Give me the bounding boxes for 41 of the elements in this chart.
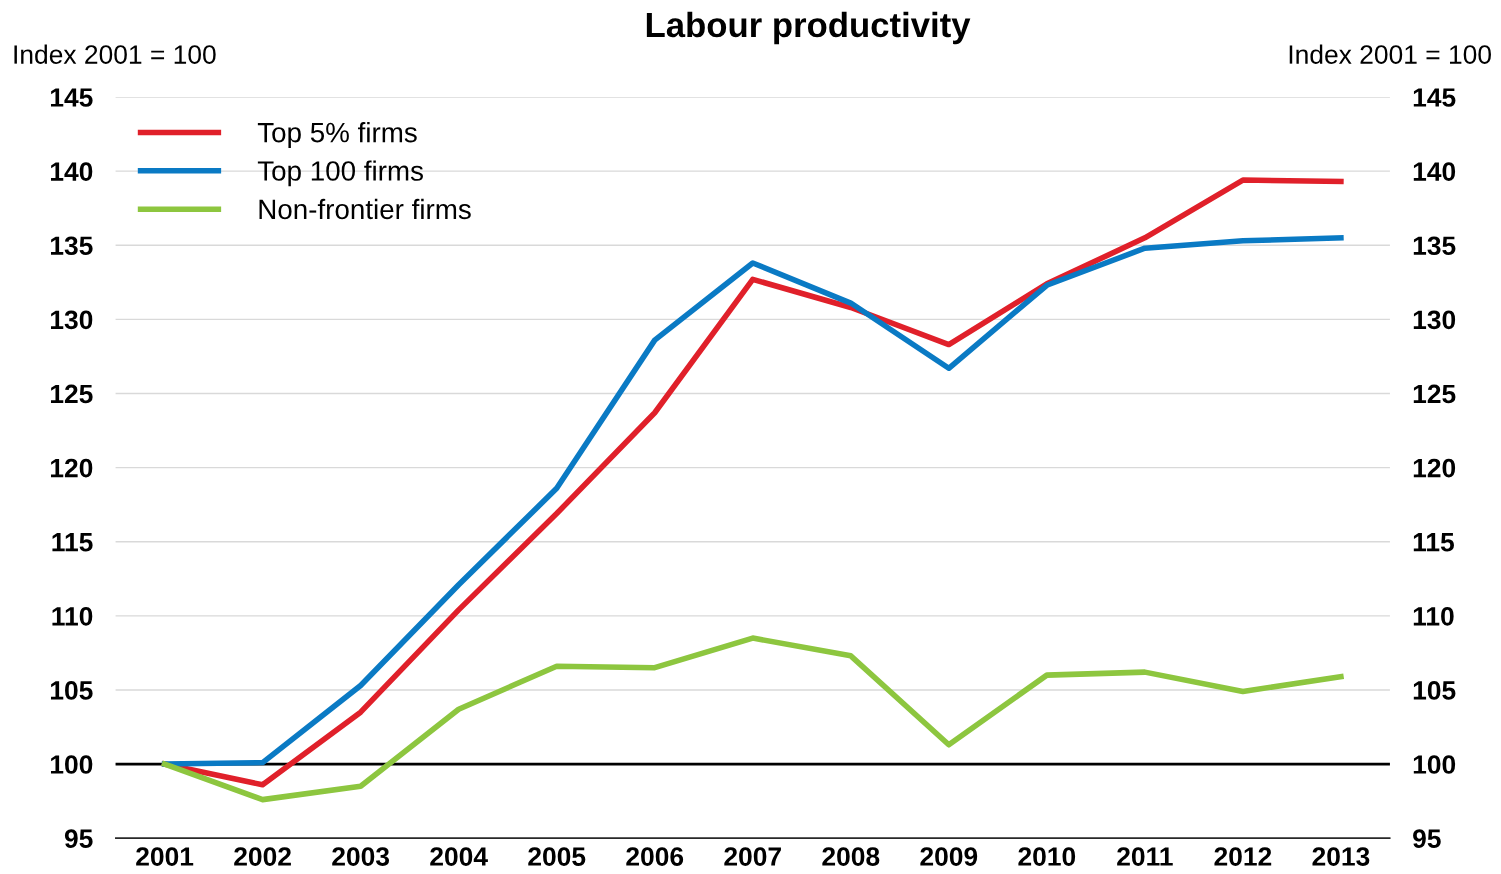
y2-tick-label: 110 <box>1413 606 1454 626</box>
x-tick-label: 2004 <box>430 847 488 866</box>
x-tick-label: 2008 <box>822 847 880 866</box>
legend-label: Top 100 firms <box>257 160 423 187</box>
y2-tick-label: 145 <box>1413 88 1456 107</box>
y-tick-label: 125 <box>50 384 93 404</box>
x-tick-label: 2011 <box>1117 847 1173 866</box>
y-tick-label: 145 <box>50 88 93 107</box>
x-tick-label: 2007 <box>724 847 781 866</box>
y2-tick-label: 120 <box>1413 458 1456 478</box>
y-tick-label: 120 <box>50 458 93 478</box>
y-tick-label: 95 <box>64 829 93 848</box>
x-tick-label: 2006 <box>626 847 684 866</box>
y-axis-title: Index 2001 = 100 <box>14 44 216 64</box>
legend-label: Non-frontier firms <box>259 198 471 220</box>
y2-tick-label: 140 <box>1413 162 1456 181</box>
x-tick-label: 2013 <box>1312 847 1370 866</box>
y2-tick-label: 125 <box>1413 384 1456 404</box>
x-tick-label: 2009 <box>920 847 978 866</box>
legend-label: Top 5% firms <box>257 122 417 148</box>
y-tick-label: 135 <box>50 236 93 256</box>
y2-tick-label: 95 <box>1413 829 1441 848</box>
chart-title: Labour productivity <box>646 11 971 45</box>
y-tick-label: 100 <box>50 755 93 774</box>
x-tick-label: 2005 <box>528 847 586 866</box>
y2-tick-label: 100 <box>1413 755 1456 774</box>
y2-tick-label: 105 <box>1413 681 1456 700</box>
x-tick-label: 2003 <box>332 847 390 866</box>
x-tick-label: 2012 <box>1214 847 1272 866</box>
y2-tick-label: 135 <box>1413 236 1456 256</box>
x-tick-label: 2001 <box>136 847 194 866</box>
x-tick-label: 2002 <box>234 847 291 866</box>
y-tick-label: 105 <box>50 681 93 700</box>
y-tick-label: 115 <box>52 533 93 552</box>
y-tick-label: 110 <box>52 606 93 626</box>
y-tick-label: 140 <box>50 162 93 181</box>
y-tick-label: 130 <box>50 310 93 330</box>
y2-axis-title: Index 2001 = 100 <box>1289 44 1491 64</box>
x-tick-label: 2010 <box>1018 847 1076 866</box>
y2-tick-label: 115 <box>1413 533 1454 552</box>
y2-tick-label: 130 <box>1413 310 1456 330</box>
